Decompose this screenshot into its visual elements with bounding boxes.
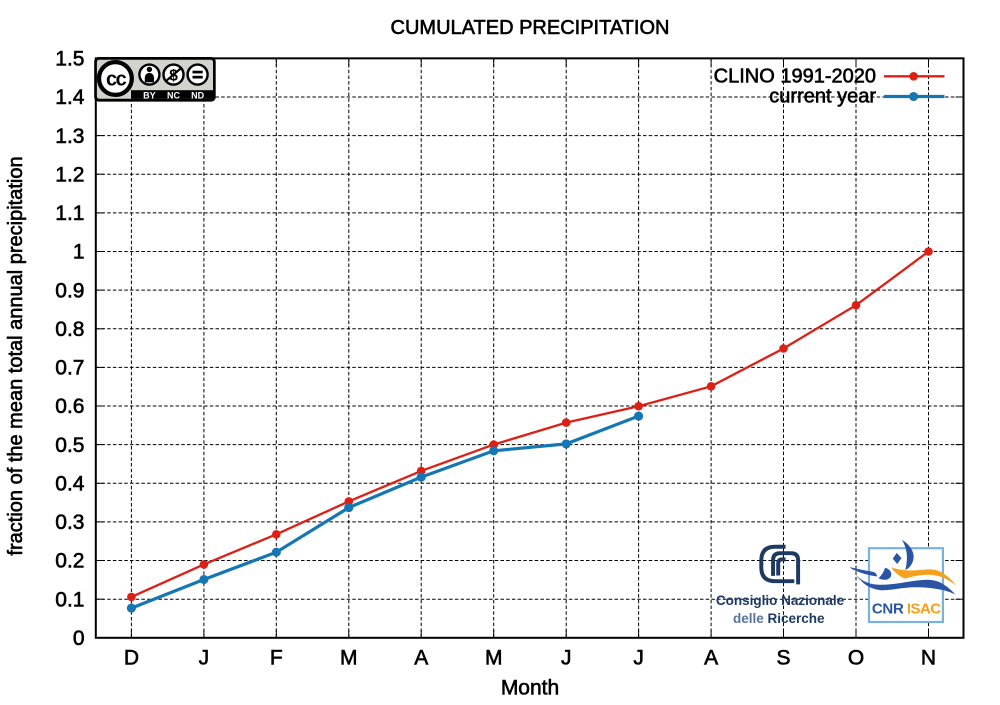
svg-text:BY: BY — [143, 90, 156, 100]
svg-text:Consiglio Nazionale: Consiglio Nazionale — [716, 593, 845, 608]
svg-text:1: 1 — [73, 241, 85, 264]
svg-text:0.8: 0.8 — [55, 318, 84, 341]
svg-text:0.9: 0.9 — [55, 279, 84, 302]
svg-text:cc: cc — [106, 69, 127, 91]
svg-text:0.7: 0.7 — [55, 357, 84, 380]
svg-text:delle Ricerche: delle Ricerche — [733, 611, 825, 626]
svg-text:ISAC: ISAC — [907, 601, 941, 618]
svg-text:0.3: 0.3 — [55, 511, 84, 534]
svg-text:N: N — [921, 646, 936, 669]
svg-text:0: 0 — [73, 627, 85, 650]
svg-text:M: M — [340, 646, 358, 669]
svg-text:fraction of the mean total ann: fraction of the mean total annual precip… — [5, 156, 27, 555]
svg-text:ND: ND — [191, 90, 204, 100]
svg-text:CLINO 1991-2020: CLINO 1991-2020 — [714, 65, 876, 87]
svg-text:CUMULATED PRECIPITATION: CUMULATED PRECIPITATION — [391, 17, 670, 39]
svg-text:1.5: 1.5 — [55, 48, 84, 71]
svg-text:0.4: 0.4 — [55, 473, 85, 496]
svg-text:1.1: 1.1 — [55, 202, 84, 225]
svg-text:0.1: 0.1 — [55, 588, 84, 611]
svg-text:current year: current year — [769, 85, 876, 107]
svg-text:J: J — [633, 646, 644, 669]
svg-text:NC: NC — [167, 90, 180, 100]
svg-text:1.2: 1.2 — [55, 163, 84, 186]
svg-text:F: F — [270, 646, 283, 669]
svg-text:1.3: 1.3 — [55, 125, 84, 148]
svg-text:CNR: CNR — [872, 601, 904, 618]
svg-text:D: D — [124, 646, 139, 669]
svg-text:M: M — [485, 646, 503, 669]
svg-text:1.4: 1.4 — [55, 86, 85, 109]
svg-text:O: O — [848, 646, 864, 669]
svg-text:0.5: 0.5 — [55, 434, 84, 457]
svg-text:A: A — [414, 646, 428, 669]
svg-text:J: J — [199, 646, 210, 669]
svg-text:A: A — [704, 646, 718, 669]
svg-text:Month: Month — [501, 676, 559, 699]
svg-text:0.6: 0.6 — [55, 395, 84, 418]
svg-text:J: J — [561, 646, 572, 669]
svg-text:S: S — [776, 646, 790, 669]
svg-text:0.2: 0.2 — [55, 550, 84, 573]
